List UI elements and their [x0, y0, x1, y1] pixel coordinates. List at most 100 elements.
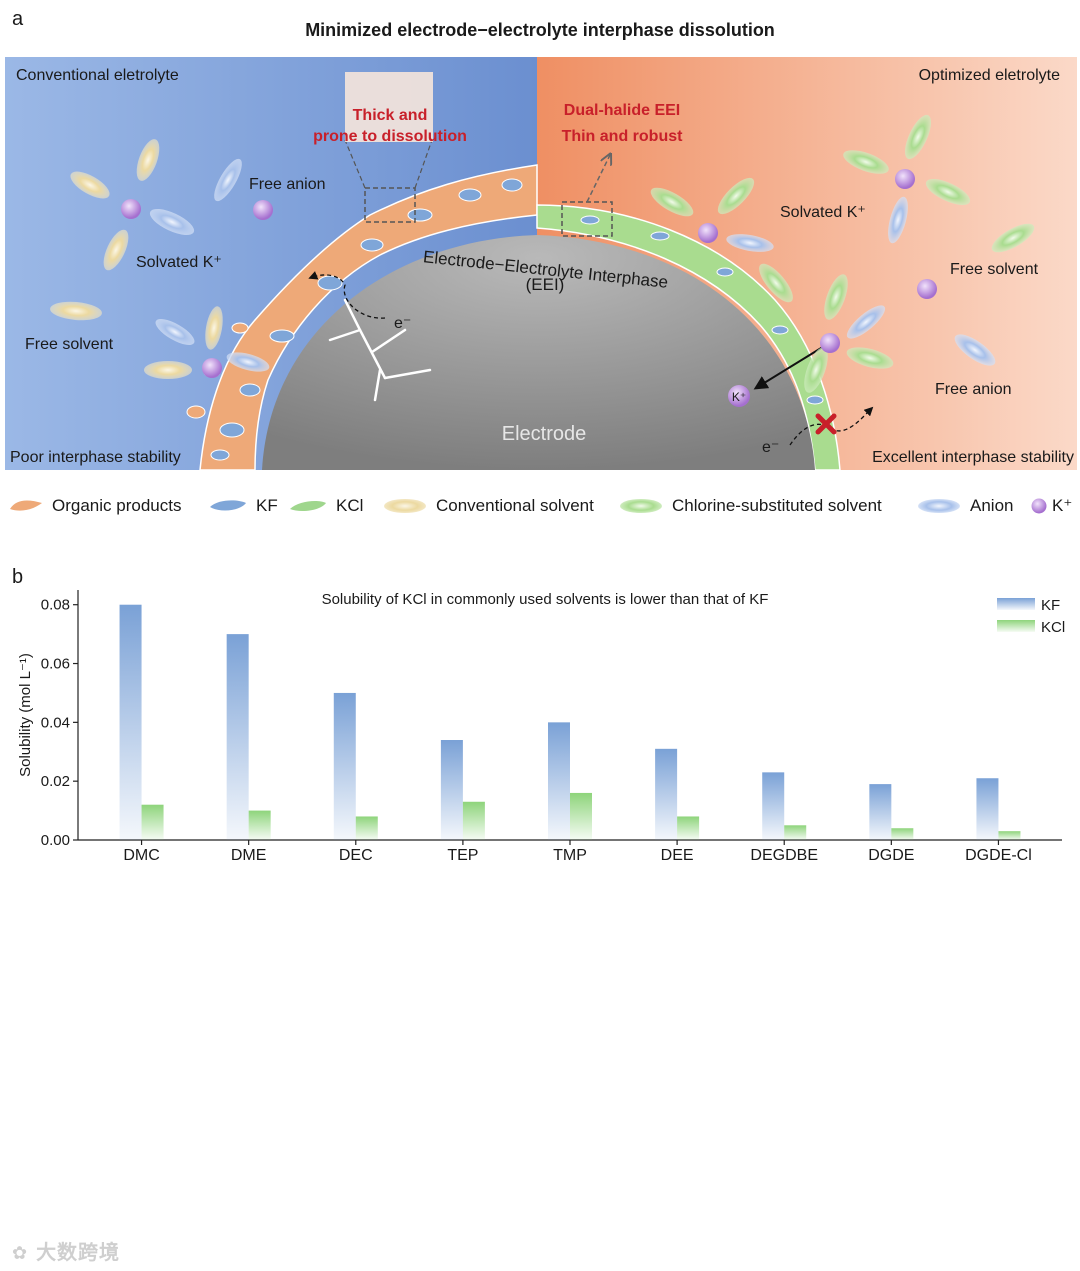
left-free-anion: Free anion: [249, 176, 326, 193]
bar-kf-degdbe: [762, 772, 785, 840]
y-tick-label: 0.02: [41, 773, 70, 790]
left-solvated-cluster: [50, 139, 273, 379]
chart-layer: 0.00 0.02 0.04 0.06 0.08 Solubility (mol L⁻¹)…: [17, 590, 1065, 864]
y-tick-label: 0.04: [41, 714, 70, 731]
x-tick-label: DGDE-Cl: [965, 847, 1032, 864]
legend-kcl: KCl: [288, 496, 363, 516]
legend-swatch-kf: [997, 598, 1035, 610]
legend-label-kf: KF: [1041, 597, 1060, 614]
bar-kcl-tep: [462, 801, 485, 840]
thin-eei-layer: [536, 204, 841, 471]
k-ion-icon: [253, 200, 273, 220]
anion-icon: [918, 499, 960, 513]
legend-swatch-kcl: [997, 620, 1035, 632]
left-stability: Poor interphase stability: [10, 449, 181, 466]
y-tick-label: 0.08: [41, 597, 70, 614]
right-solvated-cluster: [650, 114, 1035, 407]
k-ion-icon: [1031, 498, 1047, 514]
chlorine-solvent-icon: [620, 499, 662, 513]
left-callout-line1: Thick and: [353, 107, 428, 124]
panel-b-label: b: [12, 566, 24, 588]
bar-kcl-dme: [248, 810, 271, 840]
k-ion-icon: [121, 199, 141, 219]
migrating-k-ion-icon: [728, 385, 750, 407]
bar-kf-dec: [333, 692, 356, 840]
y-tick-label: 0.06: [41, 656, 70, 673]
bar-kcl-dec: [355, 816, 378, 840]
right-callout-line1: Dual-halide EEI: [564, 102, 680, 119]
right-k-ion-label: K⁺: [732, 390, 746, 404]
watermark-logo-icon: ✿: [12, 1243, 29, 1264]
legend-chlorine-solvent: Chlorine-substituted solvent: [618, 496, 882, 516]
schematic-legend: Organic products KF KCl Conventional sol…: [8, 490, 1080, 526]
k-ion-icon: [917, 279, 937, 299]
bar-kf-tep: [440, 740, 463, 840]
right-stability: Excellent interphase stability: [872, 449, 1074, 466]
x-tick-label: TEP: [447, 847, 478, 864]
x-tick-label: DEGDBE: [750, 847, 818, 864]
solubility-bar-chart: 0.00 0.02 0.04 0.06 0.08 Solubility (mol L⁻¹)…: [17, 590, 1065, 864]
k-ion-arrow: [753, 344, 827, 390]
legend-label: KCl: [336, 496, 364, 515]
organic-products-icon: [10, 500, 42, 511]
right-electron-path: [789, 406, 874, 446]
bar-kf-dee: [655, 748, 678, 840]
kcl-icon: [290, 501, 326, 511]
chart-title: Solubility of KCl in commonly used solve…: [322, 591, 769, 608]
watermark: ✿ 大数跨境: [12, 1236, 120, 1265]
right-callout-line2: Thin and robust: [562, 128, 684, 145]
left-solvated: Solvated K⁺: [136, 254, 222, 271]
x-tick-label: DME: [231, 847, 267, 864]
legend-k-ion: K⁺: [1030, 496, 1072, 516]
k-ion-icon: [202, 358, 222, 378]
kf-icon: [210, 500, 246, 511]
k-ion-icon: [820, 333, 840, 353]
bar-kf-dmc: [119, 604, 142, 840]
bar-kcl-degdbe: [784, 825, 807, 840]
legend-anion: Anion: [916, 496, 1013, 516]
legend-kf: KF: [208, 496, 278, 516]
bar-kcl-dgde: [891, 828, 914, 840]
legend-label-kcl: KCl: [1041, 619, 1065, 636]
electrode: [262, 235, 815, 470]
watermark-text: 大数跨境: [36, 1240, 121, 1264]
x-tick-label: DGDE: [868, 847, 914, 864]
panel-a-title: Minimized electrode−electrolyte interpha…: [305, 20, 775, 40]
left-callout-box: [364, 187, 416, 223]
left-callout-bg: [345, 72, 433, 142]
bar-kf-dgde: [869, 784, 892, 840]
legend-label: KF: [256, 496, 278, 515]
right-heading: Optimized eletrolyte: [919, 67, 1060, 84]
left-heading: Conventional eletrolyte: [16, 67, 179, 84]
thick-eei-layer: [199, 164, 538, 471]
bar-kf-dme: [226, 634, 249, 840]
blocked-x-icon: [815, 413, 837, 435]
left-electron-path: [308, 271, 386, 319]
right-free-solvent: Free solvent: [950, 261, 1039, 278]
legend-conventional-solvent: Conventional solvent: [382, 496, 594, 516]
legend-label: Anion: [970, 496, 1014, 515]
dendrite-icon: [328, 298, 432, 402]
y-tick-label: 0.00: [41, 832, 70, 849]
k-ion-icon: [698, 223, 718, 243]
x-tick-label: DEC: [339, 847, 373, 864]
x-tick-label: TMP: [553, 847, 587, 864]
electrode-label: Electrode: [502, 423, 587, 445]
k-ion-icon: [895, 169, 915, 189]
x-tick-label: DMC: [123, 847, 159, 864]
eei-fragments: [210, 178, 523, 461]
legend-organic-products: Organic products: [8, 496, 181, 516]
right-electron: e⁻: [762, 439, 779, 456]
bar-kcl-dmc: [141, 804, 164, 840]
right-callout-arrow: [586, 155, 610, 203]
conventional-solvent-icon: [384, 499, 426, 513]
legend-label: Organic products: [52, 496, 182, 515]
right-solvated: Solvated K⁺: [780, 204, 866, 221]
x-tick-label: DEE: [661, 847, 694, 864]
thin-eei-kf: [580, 215, 824, 405]
left-callout-line2: prone to dissolution: [313, 128, 467, 145]
interphase-schematic: Conventional eletrolyte Optimized eletro…: [5, 57, 1077, 471]
bar-kcl-tmp: [570, 792, 592, 840]
legend-label: Conventional solvent: [436, 496, 594, 515]
y-axis-label: Solubility (mol L⁻¹): [17, 653, 34, 777]
